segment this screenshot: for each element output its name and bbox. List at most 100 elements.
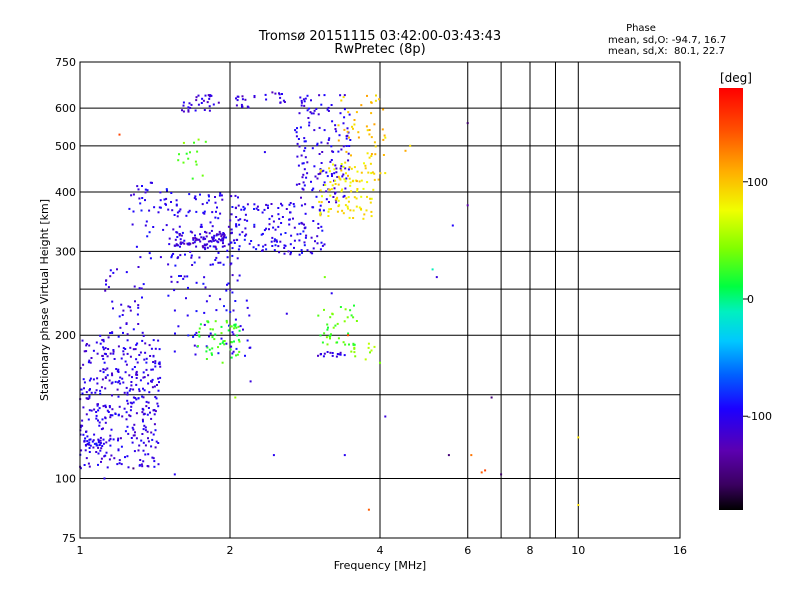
data-point <box>131 441 134 444</box>
data-point <box>101 378 104 381</box>
data-point <box>126 393 129 396</box>
data-point <box>264 243 267 246</box>
data-point <box>349 184 352 187</box>
data-point <box>326 175 329 178</box>
data-point <box>339 94 342 97</box>
data-point <box>132 396 135 399</box>
data-point <box>337 199 340 202</box>
data-point <box>325 171 328 174</box>
data-point <box>382 138 385 141</box>
data-point <box>316 242 319 245</box>
data-point <box>99 334 102 337</box>
y-axis-label: Stationary phase Virtual Height [km] <box>38 199 51 401</box>
data-point <box>215 248 218 251</box>
data-point <box>185 214 188 217</box>
data-point <box>140 463 143 466</box>
data-point <box>370 210 373 213</box>
data-point <box>95 389 98 392</box>
data-point <box>210 229 213 232</box>
data-point <box>328 170 331 173</box>
data-point <box>150 347 153 350</box>
data-point <box>88 438 91 441</box>
data-point <box>83 350 86 353</box>
data-point <box>382 108 385 111</box>
data-point <box>127 305 130 308</box>
data-point <box>334 191 337 194</box>
data-point <box>106 409 109 412</box>
data-point <box>191 264 194 266</box>
data-point <box>126 455 129 458</box>
data-point <box>209 94 212 97</box>
data-point <box>153 409 156 412</box>
data-point <box>102 371 105 374</box>
data-point <box>268 223 271 226</box>
data-point <box>109 332 112 334</box>
data-point <box>347 332 350 335</box>
data-point <box>317 173 320 176</box>
data-point <box>320 241 323 244</box>
data-point <box>90 409 93 412</box>
data-point <box>145 357 148 360</box>
data-point <box>162 228 165 231</box>
data-point <box>195 163 198 166</box>
data-point <box>300 154 303 157</box>
data-point <box>183 242 186 245</box>
data-point <box>195 96 198 99</box>
data-point <box>220 194 223 197</box>
data-point <box>144 453 147 456</box>
data-point <box>120 445 123 448</box>
data-point <box>371 171 374 174</box>
data-point <box>225 236 227 239</box>
data-point <box>267 207 269 209</box>
data-point <box>182 277 185 280</box>
data-point <box>102 405 105 408</box>
data-point <box>210 352 213 355</box>
data-point <box>364 167 367 170</box>
data-point <box>84 444 87 446</box>
data-point <box>82 378 85 381</box>
data-point <box>183 239 186 242</box>
data-point <box>308 107 311 110</box>
data-point <box>283 252 286 255</box>
data-point <box>351 125 353 128</box>
x-tick-label: 10 <box>571 544 585 557</box>
data-point <box>101 354 104 357</box>
data-point <box>85 344 88 347</box>
data-point <box>123 391 126 394</box>
data-point <box>130 381 133 383</box>
data-point <box>131 402 134 405</box>
data-point <box>323 94 326 97</box>
data-point <box>309 251 312 254</box>
data-point <box>214 216 217 219</box>
data-point <box>340 163 343 165</box>
data-point <box>234 206 237 209</box>
data-point <box>157 405 160 408</box>
x-tick-label: 1 <box>77 544 84 557</box>
data-point <box>363 213 366 216</box>
data-point <box>185 152 188 155</box>
data-point <box>202 99 205 102</box>
data-point <box>288 223 291 226</box>
data-points <box>79 91 580 511</box>
data-point <box>189 230 192 233</box>
data-point <box>337 183 340 186</box>
data-point <box>142 449 145 452</box>
data-point <box>299 126 302 129</box>
data-point <box>117 395 120 398</box>
data-point <box>148 231 151 234</box>
data-point <box>128 414 131 417</box>
data-point <box>362 217 365 220</box>
data-point <box>353 343 356 346</box>
data-point <box>304 140 307 143</box>
data-point <box>236 334 239 337</box>
data-point <box>374 99 377 102</box>
data-point <box>334 324 337 327</box>
data-point <box>153 385 156 388</box>
data-point <box>204 230 206 233</box>
chart-title: Tromsø 20151115 03:42:00-03:43:43 <box>258 29 501 44</box>
data-point <box>144 426 147 429</box>
data-point <box>300 249 303 252</box>
data-point <box>260 233 263 236</box>
data-point <box>340 99 343 102</box>
grid-lines <box>80 62 680 538</box>
